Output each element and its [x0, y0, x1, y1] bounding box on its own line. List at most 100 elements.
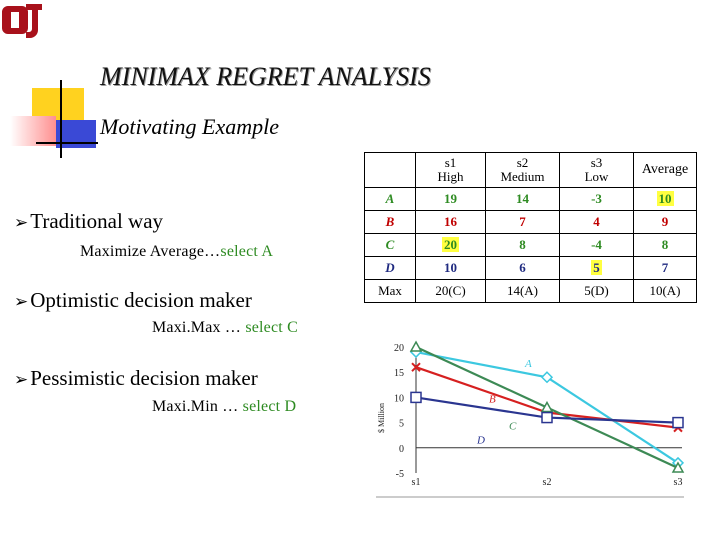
y-tick-label: 15 — [394, 368, 404, 379]
y-tick-label: 5 — [399, 419, 404, 430]
header-line1: s3 — [590, 155, 603, 170]
payoff-table: s1 High s2 Medium s3 Low Average A 19 14 -3… — [364, 152, 697, 303]
row-label: D — [364, 256, 416, 280]
cell-value: 7 — [519, 214, 526, 229]
header-line2: Medium — [500, 169, 545, 184]
sub-selection: select C — [245, 319, 299, 336]
row-label: C — [364, 233, 416, 257]
bullet-sub-traditional: Maximize Average…select A — [80, 243, 273, 261]
table-cell: 5 — [559, 256, 634, 280]
sub-selection: select D — [242, 398, 297, 415]
cell-value: -3 — [591, 191, 602, 206]
university-logo — [2, 4, 42, 38]
series-C — [409, 340, 685, 473]
series-label: C — [509, 420, 517, 432]
point-x — [411, 362, 421, 372]
sub-selection: select A — [220, 243, 274, 260]
deco-horizontal-line — [36, 142, 98, 144]
deco-vertical-line — [60, 80, 62, 158]
x-tick-label: s1 — [412, 477, 421, 488]
y-tick-label: -5 — [396, 469, 404, 480]
bullet-arrow-icon: ➢ — [14, 370, 29, 390]
table-cell: -4 — [559, 233, 634, 257]
point-triangle — [540, 400, 554, 413]
cell-value: 10(A) — [649, 283, 681, 298]
cell-value: 19 — [444, 191, 457, 206]
cell-value: 8 — [519, 237, 526, 252]
table-header-cell: s1 High — [415, 152, 486, 188]
row-label: Max — [364, 279, 416, 303]
y-axis-label: $ Million — [377, 403, 386, 433]
x-tick-label: s3 — [674, 477, 683, 488]
cell-value: 16 — [444, 214, 457, 229]
cell-value: 5(D) — [584, 283, 609, 298]
table-cell: 7 — [633, 256, 697, 280]
y-tick-label: 20 — [394, 343, 404, 354]
table-header-cell: s2 Medium — [485, 152, 560, 188]
table-cell: 14 — [485, 187, 560, 211]
table-header-row: s1 High s2 Medium s3 Low Average — [364, 152, 697, 188]
table-cell: 7 — [485, 210, 560, 234]
cell-value-highlighted: 20 — [442, 237, 459, 252]
table-cell: 10(A) — [633, 279, 697, 303]
bullet-heading: Traditional way — [30, 209, 164, 233]
header-line1: s2 — [516, 155, 529, 170]
cell-value: 14 — [516, 191, 529, 206]
bullet-sub-pessimistic: Maxi.Min … select D — [152, 398, 296, 416]
x-tick-label: s2 — [543, 477, 552, 488]
bullet-arrow-icon: ➢ — [14, 292, 29, 312]
table-row: D 10 6 5 7 — [364, 256, 697, 280]
chart-labels-layer: 20 15 10 5 0 -5 s1 s2 s3 $ Million A B C D — [377, 343, 682, 488]
cell-value: 6 — [519, 260, 526, 275]
table-corner-cell — [364, 152, 416, 188]
series-label: B — [489, 394, 496, 406]
point-square — [410, 391, 422, 404]
bullet-heading: Optimistic decision maker — [30, 288, 252, 312]
bullet-arrow-icon: ➢ — [14, 213, 29, 233]
bullet-optimistic: ➢Optimistic decision maker — [14, 288, 252, 313]
table-cell: 20 — [415, 233, 486, 257]
bullet-pessimistic: ➢Pessimistic decision maker — [14, 366, 258, 391]
cell-value: 4 — [593, 214, 600, 229]
chart-series-layer — [409, 340, 685, 473]
table-cell: 6 — [485, 256, 560, 280]
bullet-heading: Pessimistic decision maker — [30, 366, 258, 390]
point-square — [541, 411, 553, 424]
sub-text: Maximize Average… — [80, 243, 221, 260]
point-square — [672, 416, 684, 429]
row-label: B — [364, 210, 416, 234]
slide-title: MINIMAX REGRET ANALYSIS — [100, 62, 431, 91]
cell-value-highlighted: 10 — [656, 191, 674, 206]
table-cell: 14(A) — [485, 279, 560, 303]
table-max-row: Max 20(C) 14(A) 5(D) 10(A) — [364, 279, 697, 303]
table-row: C 20 8 -4 8 — [364, 233, 697, 257]
series-label: D — [476, 435, 485, 447]
sub-text: Maxi.Min … — [152, 398, 243, 415]
cell-value: 10 — [444, 260, 457, 275]
table-cell: 9 — [633, 210, 697, 234]
cell-value: 8 — [661, 237, 669, 252]
chart-axes — [376, 343, 684, 498]
table-header-cell: s3 Low — [559, 152, 634, 188]
cell-value: -4 — [591, 237, 602, 252]
cell-value: 20(C) — [435, 283, 466, 298]
payoff-line-chart: 20 15 10 5 0 -5 s1 s2 s3 $ Million A B C D — [376, 340, 685, 498]
header-line2: High — [437, 169, 464, 184]
table-row: A 19 14 -3 10 — [364, 187, 697, 211]
table-cell: 16 — [415, 210, 486, 234]
table-cell: 19 — [415, 187, 486, 211]
cell-value: 7 — [661, 260, 669, 275]
bullet-sub-optimistic: Maxi.Max … select C — [152, 319, 298, 337]
series-A — [409, 345, 685, 469]
bullet-traditional: ➢Traditional way — [14, 209, 163, 234]
series-label: A — [524, 358, 532, 370]
header-line1: Average — [641, 162, 689, 177]
table-cell: 20(C) — [415, 279, 486, 303]
point-diamond — [540, 371, 554, 384]
table-cell: 8 — [633, 233, 697, 257]
point-triangle — [671, 461, 685, 473]
table-cell: 10 — [415, 256, 486, 280]
row-label: A — [364, 187, 416, 211]
cell-value: 9 — [661, 214, 669, 229]
table-cell: 10 — [633, 187, 697, 211]
